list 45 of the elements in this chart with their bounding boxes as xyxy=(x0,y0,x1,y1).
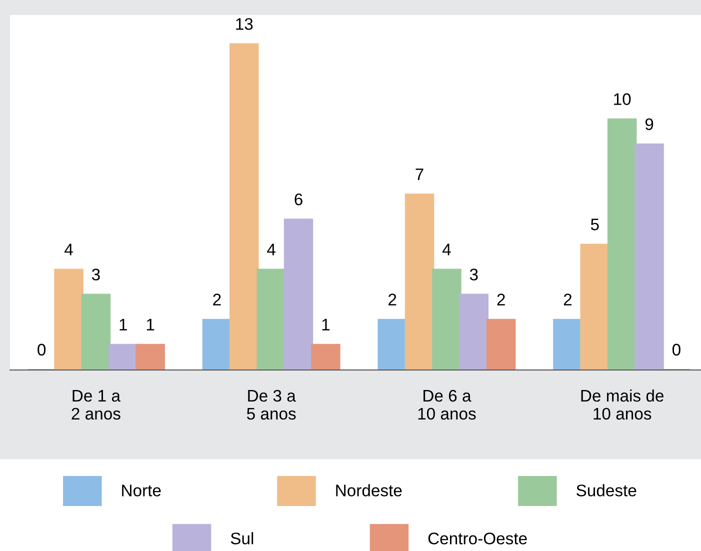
data-label: 1 xyxy=(120,318,127,330)
data-label: 3 xyxy=(92,268,100,280)
data-label: 9 xyxy=(645,118,654,130)
data-label: 6 xyxy=(294,193,302,206)
bar xyxy=(486,318,516,370)
data-label: 3 xyxy=(470,268,478,280)
bar xyxy=(136,344,165,370)
bar xyxy=(459,294,489,370)
bar xyxy=(108,344,138,370)
data-label: 7 xyxy=(416,168,424,180)
bar xyxy=(284,218,314,370)
bar xyxy=(81,294,111,370)
data-label: 4 xyxy=(267,244,276,256)
data-label: 13 xyxy=(236,18,253,30)
legend-label: Sul xyxy=(230,532,254,544)
x-tick-label: De 3 a 5 anos xyxy=(246,390,296,420)
bar xyxy=(634,143,664,370)
legend-label: Norte xyxy=(122,484,161,496)
data-label: 0 xyxy=(672,344,680,356)
data-label: 0 xyxy=(38,344,46,356)
data-label: 2 xyxy=(388,294,396,306)
x-tick-label: De mais de 10 anos xyxy=(581,389,664,420)
bar xyxy=(311,344,340,370)
legend-label: Sudeste xyxy=(576,484,636,496)
data-label: 2 xyxy=(564,294,572,306)
data-label: 1 xyxy=(322,318,330,330)
bar xyxy=(607,118,637,370)
data-label: 10 xyxy=(614,93,631,106)
x-tick-label: De 1 a 2 anos xyxy=(72,390,120,420)
bar xyxy=(256,268,286,370)
bar xyxy=(553,318,582,370)
legend-label: Nordeste xyxy=(336,484,402,496)
bar xyxy=(378,318,407,370)
bar xyxy=(432,268,462,370)
data-label: 4 xyxy=(442,244,451,256)
x-tick-label: De 6 a 10 anos xyxy=(418,390,476,420)
data-label: 5 xyxy=(590,218,599,230)
data-label: 2 xyxy=(213,294,221,306)
bar xyxy=(54,268,84,370)
data-label: 1 xyxy=(146,318,154,330)
bar xyxy=(229,43,259,370)
data-label: 4 xyxy=(64,244,73,256)
bar xyxy=(404,194,434,370)
legend-label: Centro-Oeste xyxy=(428,532,527,544)
data-label: 2 xyxy=(497,294,505,306)
